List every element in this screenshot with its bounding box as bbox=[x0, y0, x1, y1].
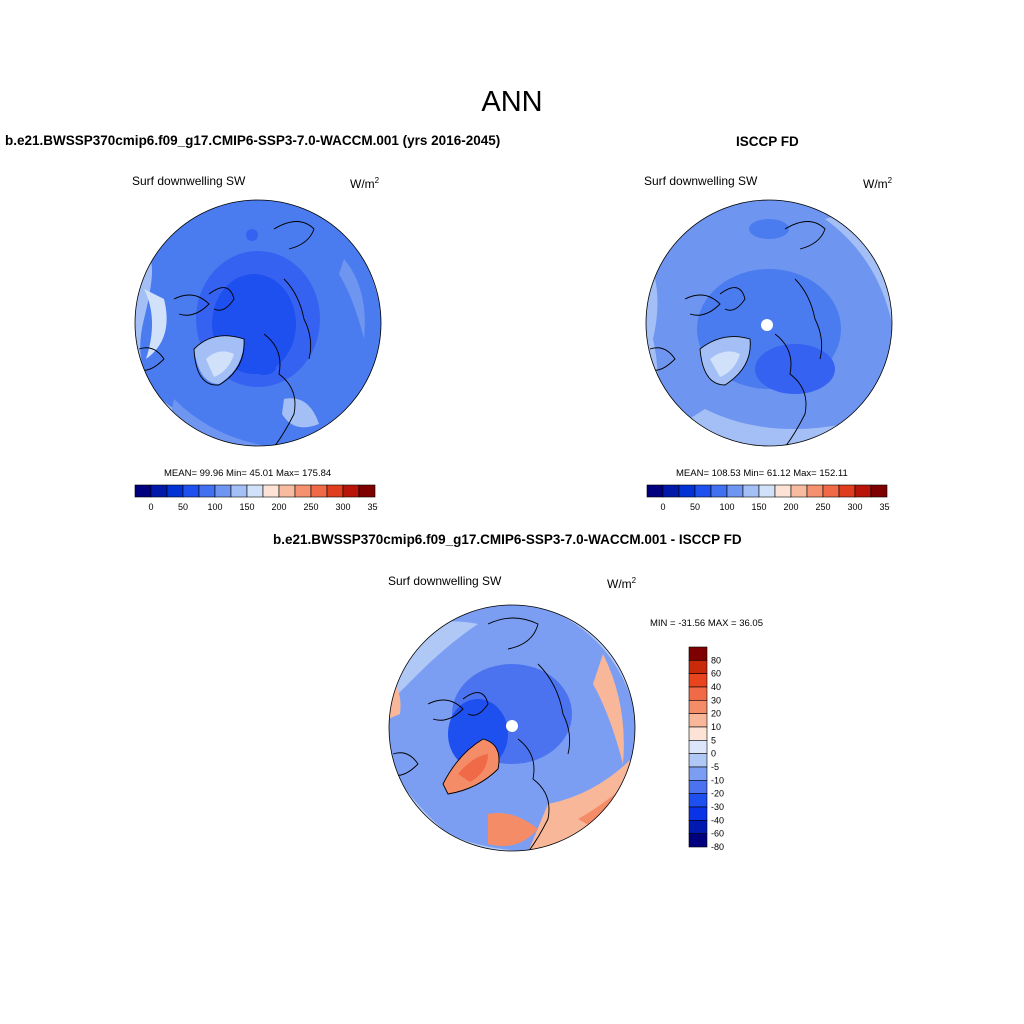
colorbar-model-swatch bbox=[214, 484, 232, 498]
colorbar-model: 0 50 100 150 200 250 300 350 bbox=[134, 484, 378, 512]
colorbar-model-swatch bbox=[342, 484, 360, 498]
units-label-diff: W/m2 bbox=[607, 576, 637, 591]
colorbar-diff-swatch bbox=[688, 700, 708, 714]
colorbar-model-swatch bbox=[294, 484, 312, 498]
colorbar-obs-swatch bbox=[822, 484, 840, 498]
stats-model: MEAN= 99.96 Min= 45.01 Max= 175.84 bbox=[164, 468, 332, 479]
colorbar-diff-tick-label: 30 bbox=[711, 695, 721, 705]
colorbar-obs-swatch bbox=[694, 484, 712, 498]
colorbar-model-swatch bbox=[182, 484, 200, 498]
colorbar-obs-swatch bbox=[726, 484, 744, 498]
polar-map-model bbox=[134, 199, 382, 447]
colorbar-diff-tick-label: -10 bbox=[711, 775, 724, 785]
colorbar-obs-tick-label: 250 bbox=[815, 502, 830, 512]
colorbar-obs-swatch bbox=[742, 484, 760, 498]
colorbar-model-swatch bbox=[150, 484, 168, 498]
variable-label-model: Surf downwelling SW bbox=[132, 174, 246, 188]
colorbar-obs-swatch bbox=[662, 484, 680, 498]
colorbar-diff-tick-label: 40 bbox=[711, 682, 721, 692]
units-label-model: W/m2 bbox=[350, 176, 380, 191]
colorbar-model-tick-label: 250 bbox=[303, 502, 318, 512]
colorbar-obs-tick-label: 300 bbox=[847, 502, 862, 512]
colorbar-obs-swatch bbox=[710, 484, 728, 498]
colorbar-obs-swatch bbox=[790, 484, 808, 498]
colorbar-model-tick-label: 50 bbox=[178, 502, 188, 512]
colorbar-model-tick-label: 200 bbox=[271, 502, 286, 512]
colorbar-diff-tick-label: 80 bbox=[711, 655, 721, 665]
panel-title-obs: ISCCP FD bbox=[736, 134, 799, 149]
colorbar-diff-swatch bbox=[688, 646, 708, 661]
colorbar-model-swatch bbox=[326, 484, 344, 498]
colorbar-obs-swatch bbox=[646, 484, 664, 498]
polar-map-obs bbox=[645, 199, 893, 447]
colorbar-diff-swatch bbox=[688, 673, 708, 688]
stats-diff: MIN = -31.56 MAX = 36.05 bbox=[650, 618, 764, 629]
colorbar-diff-swatch bbox=[688, 780, 708, 794]
colorbar-diff-tick-label: 5 bbox=[711, 735, 716, 745]
colorbar-model-swatch bbox=[246, 484, 264, 498]
colorbar-obs-tick-label: 0 bbox=[660, 502, 665, 512]
colorbar-obs-swatch bbox=[854, 484, 872, 498]
colorbar-model-tick-label: 350 bbox=[367, 502, 378, 512]
colorbar-obs-swatch bbox=[806, 484, 824, 498]
colorbar-obs-tick-label: 100 bbox=[719, 502, 734, 512]
colorbar-obs-tick-label: 150 bbox=[751, 502, 766, 512]
colorbar-obs: 0 50 100 150 200 250 300 350 bbox=[646, 484, 890, 512]
colorbar-model-swatch bbox=[278, 484, 296, 498]
colorbar-diff-tick-label: 0 bbox=[711, 749, 716, 759]
variable-label-obs: Surf downwelling SW bbox=[644, 174, 758, 188]
colorbar-obs-tick-label: 350 bbox=[879, 502, 890, 512]
colorbar-diff-swatch bbox=[688, 793, 708, 808]
figure-title: ANN bbox=[481, 86, 543, 118]
colorbar-diff-swatch bbox=[688, 740, 708, 754]
colorbar-obs-swatch bbox=[758, 484, 776, 498]
colorbar-diff-swatch bbox=[688, 806, 708, 821]
polar-map-diff bbox=[388, 604, 636, 852]
colorbar-obs-tick-label: 50 bbox=[690, 502, 700, 512]
colorbar-diff-tick-label: 10 bbox=[711, 722, 721, 732]
colorbar-model-swatch bbox=[198, 484, 216, 498]
colorbar-model-swatch bbox=[358, 484, 376, 498]
colorbar-obs-swatch bbox=[678, 484, 696, 498]
colorbar-diff-swatch bbox=[688, 833, 708, 848]
colorbar-diff-tick-label: -30 bbox=[711, 802, 724, 812]
colorbar-diff-swatch bbox=[688, 766, 708, 781]
colorbar-diff-swatch bbox=[688, 660, 708, 674]
colorbar-diff-swatch bbox=[688, 686, 708, 701]
panel-title-diff: b.e21.BWSSP370cmip6.f09_g17.CMIP6-SSP3-7… bbox=[273, 532, 742, 547]
colorbar-diff-tick-label: -20 bbox=[711, 789, 724, 799]
colorbar-obs-swatch bbox=[774, 484, 792, 498]
variable-label-diff: Surf downwelling SW bbox=[388, 574, 502, 588]
colorbar-diff-swatch bbox=[688, 713, 708, 728]
colorbar-diff-swatch bbox=[688, 726, 708, 741]
colorbar-diff-swatch bbox=[688, 753, 708, 768]
colorbar-obs-swatch bbox=[838, 484, 856, 498]
stats-obs: MEAN= 108.53 Min= 61.12 Max= 152.11 bbox=[676, 468, 848, 479]
units-label-obs: W/m2 bbox=[863, 176, 893, 191]
colorbar-diff-tick-label: -60 bbox=[711, 829, 724, 839]
colorbar-diff-swatch bbox=[688, 820, 708, 834]
colorbar-obs-tick-label: 200 bbox=[783, 502, 798, 512]
colorbar-model-tick-label: 150 bbox=[239, 502, 254, 512]
colorbar-obs-swatch bbox=[870, 484, 888, 498]
colorbar-diff: 80 60 40 30 20 10 5 0 -5 -10 -20 -30 -40 -60 -80 bbox=[688, 646, 724, 852]
panel-title-model: b.e21.BWSSP370cmip6.f09_g17.CMIP6-SSP3-7… bbox=[5, 133, 501, 148]
colorbar-diff-tick-label: -80 bbox=[711, 842, 724, 852]
colorbar-model-tick-label: 300 bbox=[335, 502, 350, 512]
colorbar-model-swatch bbox=[230, 484, 248, 498]
colorbar-diff-tick-label: -40 bbox=[711, 815, 724, 825]
colorbar-diff-tick-label: 20 bbox=[711, 709, 721, 719]
colorbar-model-swatch bbox=[166, 484, 184, 498]
colorbar-model-swatch bbox=[310, 484, 328, 498]
colorbar-model-swatch bbox=[134, 484, 152, 498]
colorbar-model-swatch bbox=[262, 484, 280, 498]
colorbar-model-tick-label: 0 bbox=[148, 502, 153, 512]
colorbar-diff-tick-label: -5 bbox=[711, 762, 719, 772]
colorbar-diff-tick-label: 60 bbox=[711, 669, 721, 679]
colorbar-model-tick-label: 100 bbox=[207, 502, 222, 512]
